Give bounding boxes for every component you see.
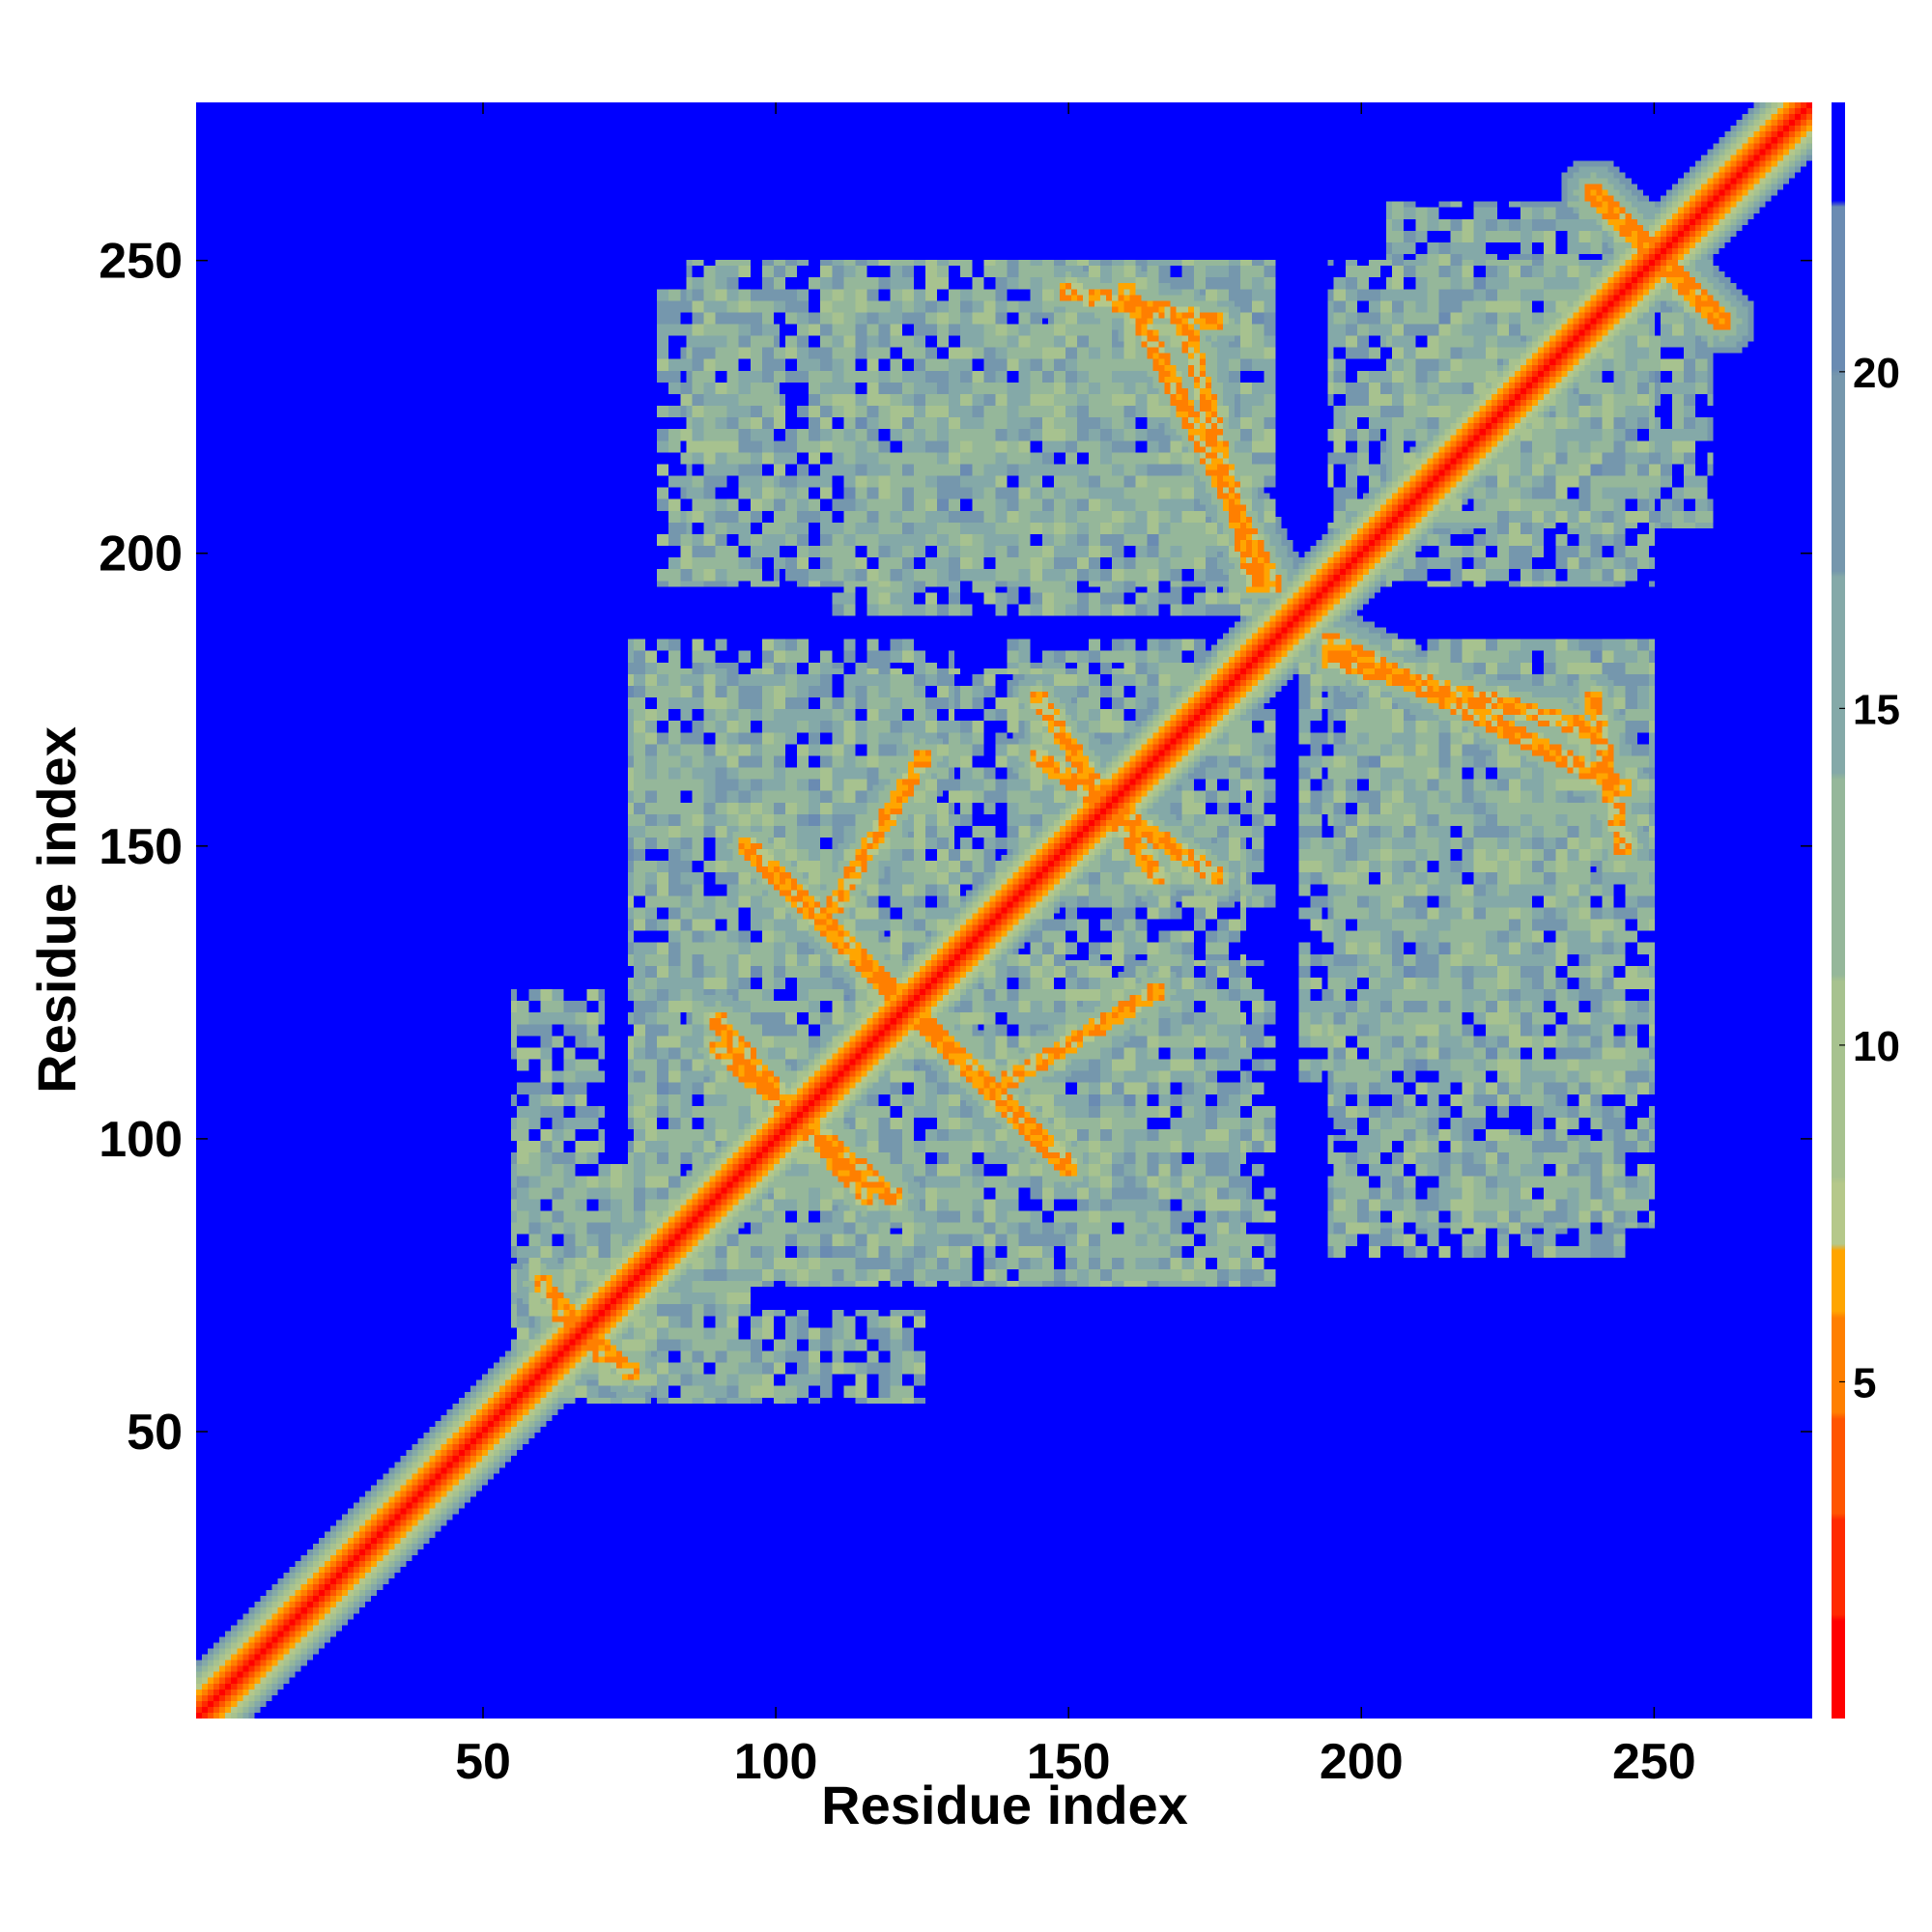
x-tick-label: 100 — [734, 1734, 818, 1790]
y-axis-ticks: 50 100 150 200 250 — [99, 234, 1812, 1461]
x-tick-label: 250 — [1612, 1734, 1696, 1790]
colorbar-tick-label: 5 — [1853, 1359, 1876, 1406]
x-tick-label: 50 — [455, 1734, 511, 1790]
colorbar-ticks: 5 10 15 20 — [1839, 350, 1900, 1406]
colorbar — [1832, 102, 1845, 1719]
y-tick-label: 50 — [127, 1405, 183, 1461]
x-axis-ticks: 50 100 150 200 250 — [455, 102, 1696, 1790]
colorbar-tick-label: 15 — [1853, 686, 1900, 733]
y-axis-title: Residue index — [26, 726, 87, 1094]
y-tick-label: 250 — [99, 234, 183, 290]
heatmap — [196, 102, 1812, 1719]
x-tick-label: 200 — [1320, 1734, 1404, 1790]
y-tick-label: 200 — [99, 526, 183, 582]
colorbar-tick-label: 10 — [1853, 1023, 1900, 1070]
colorbar-tick-label: 20 — [1853, 350, 1900, 397]
x-tick-label: 150 — [1027, 1734, 1111, 1790]
y-tick-label: 150 — [99, 819, 183, 875]
y-tick-label: 100 — [99, 1112, 183, 1168]
x-axis-title: Residue index — [821, 1775, 1188, 1835]
